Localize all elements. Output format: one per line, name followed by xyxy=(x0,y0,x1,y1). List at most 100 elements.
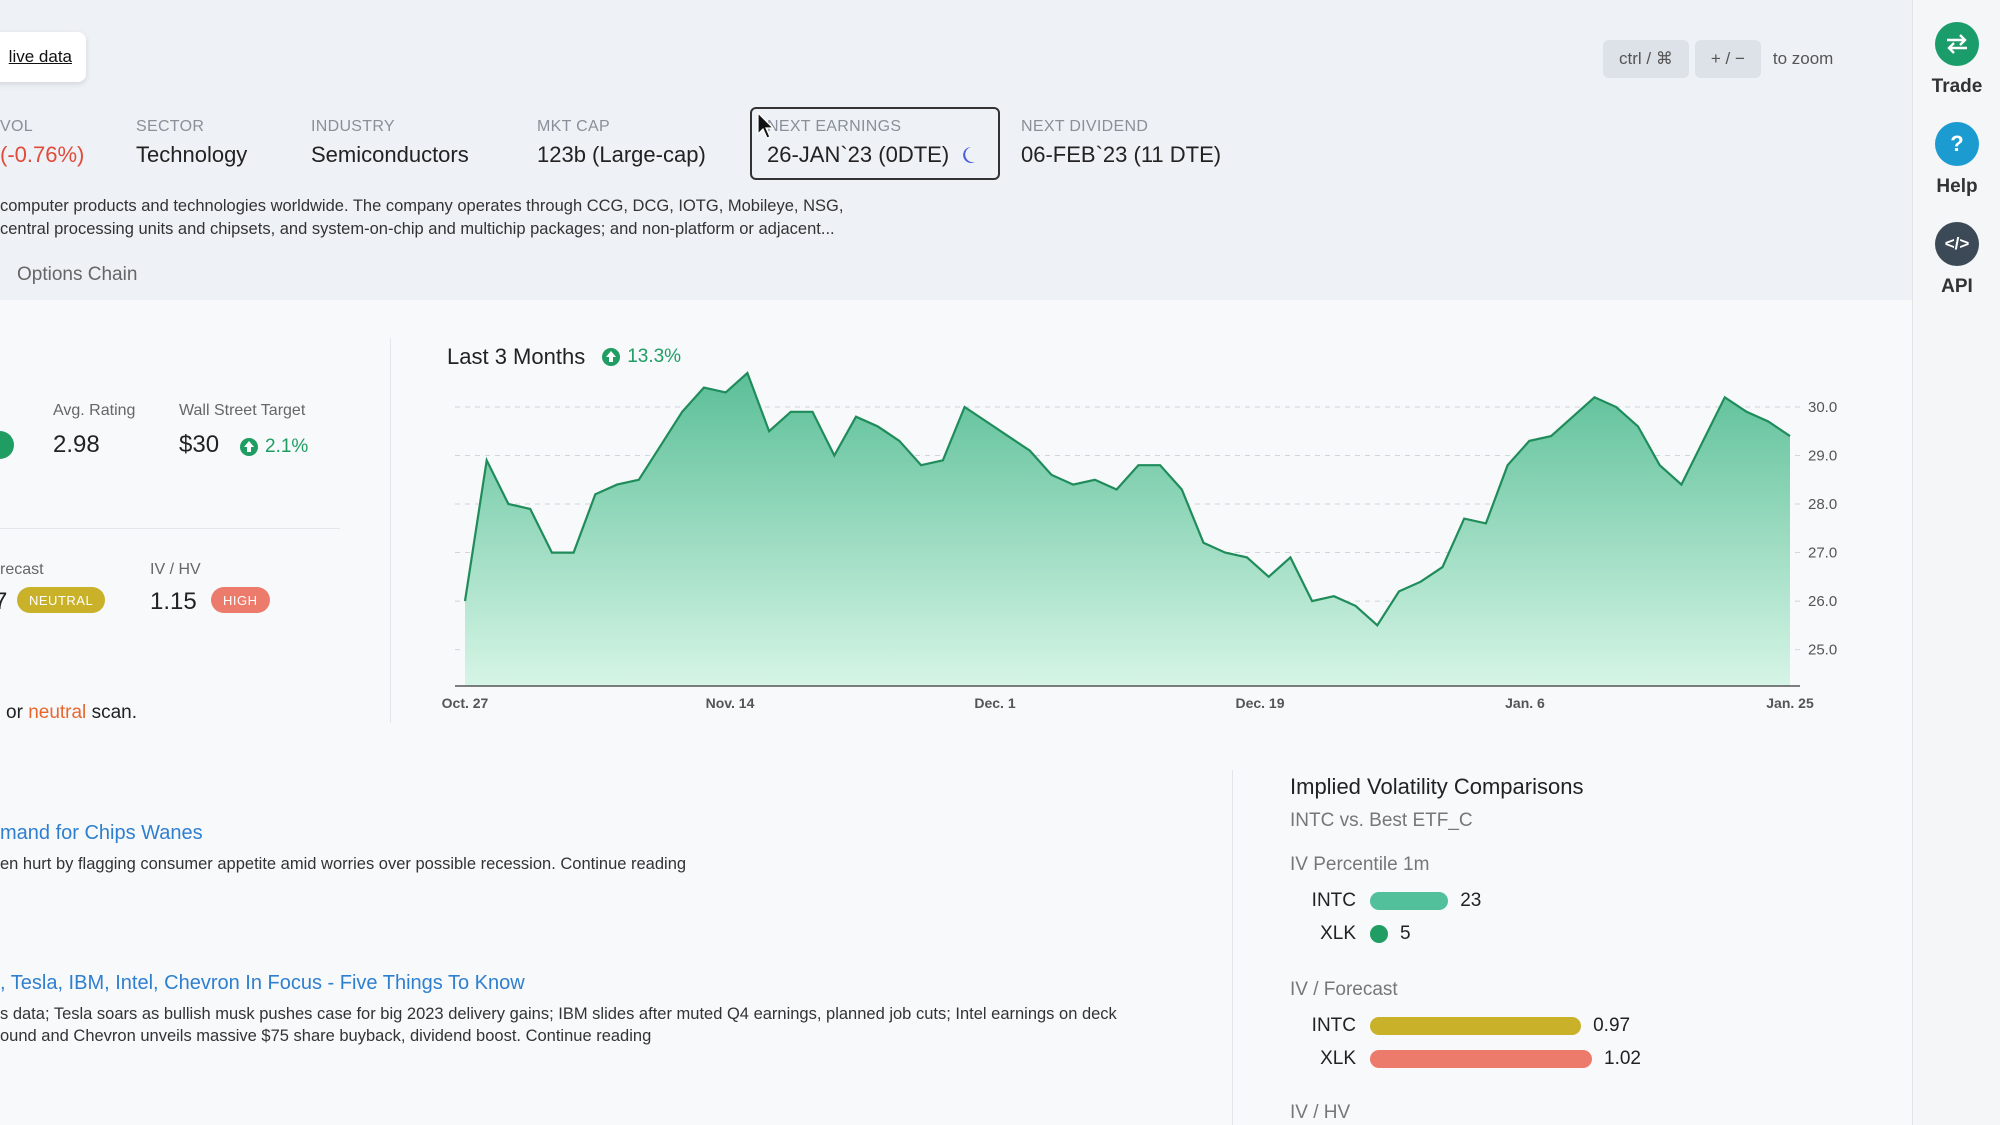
ctrl-key-hint: ctrl / ⌘ xyxy=(1603,40,1689,78)
code-icon: </> xyxy=(1935,222,1979,266)
next-earnings-box[interactable] xyxy=(750,107,1000,180)
zoom-hint-text: to zoom xyxy=(1772,49,1834,68)
chart-header: Last 3 Months 13.3% xyxy=(447,344,681,370)
avg-rating-label: Avg. Rating xyxy=(53,402,136,419)
right-sidebar: Trade ? Help </> API xyxy=(1912,0,2000,1125)
y-tick-label: 30.0 xyxy=(1808,399,1837,416)
iv-percentile-intc-bar xyxy=(1370,892,1449,910)
x-tick-label: Dec. 1 xyxy=(974,695,1015,711)
live-data-chip[interactable]: live data xyxy=(0,32,86,82)
help-button[interactable]: ? Help xyxy=(1913,122,2000,198)
iv-panel-divider xyxy=(1232,770,1233,1125)
stat-vol-label: VOL xyxy=(0,118,33,135)
price-area xyxy=(465,373,1790,686)
mouse-cursor-icon xyxy=(757,112,775,139)
plus-minus-key-hint: + / − xyxy=(1694,40,1761,78)
trade-label: Trade xyxy=(1931,76,1983,97)
iv-forecast-xlk-row: XLK 1.02 xyxy=(1290,1046,1641,1072)
stat-next-earnings[interactable]: NEXT EARNINGS 26-JAN`23 (0DTE) xyxy=(767,118,977,168)
ratings-divider xyxy=(0,528,340,529)
y-tick-label: 28.0 xyxy=(1808,496,1837,513)
forecast-value: 7 xyxy=(0,588,8,615)
stat-industry-value: Semiconductors xyxy=(311,142,469,167)
scan-sentence: or neutral scan. xyxy=(6,702,137,724)
iv-forecast-intc-value: 0.97 xyxy=(1593,1015,1631,1036)
x-tick-label: Dec. 19 xyxy=(1235,695,1284,711)
avg-rating-value: 2.98 xyxy=(53,431,100,458)
stat-sector-value: Technology xyxy=(136,142,248,167)
x-tick-label: Oct. 27 xyxy=(442,695,489,711)
target-change: 2.1% xyxy=(239,436,308,458)
chart-change: 13.3% xyxy=(627,346,682,367)
stat-next-earnings-row: 26-JAN`23 (0DTE) xyxy=(767,142,977,168)
panel-divider xyxy=(390,338,391,723)
iv-percentile-intc-ticker: INTC xyxy=(1311,890,1356,911)
company-description: computer products and technologies world… xyxy=(0,195,843,241)
help-label: Help xyxy=(1936,176,1978,197)
iv-forecast-label: IV / Forecast xyxy=(1290,979,1398,1000)
stat-industry-label: INDUSTRY xyxy=(311,118,395,135)
stat-industry: INDUSTRY Semiconductors xyxy=(311,118,469,168)
x-tick-label: Jan. 25 xyxy=(1766,695,1814,711)
stat-sector-label: SECTOR xyxy=(136,118,205,135)
chart-title: Last 3 Months xyxy=(447,344,586,369)
iv-hv-section-label: IV / HV xyxy=(1290,1102,1351,1123)
y-tick-label: 27.0 xyxy=(1808,545,1837,562)
iv-percentile-xlk-bar xyxy=(1370,925,1388,943)
stat-mkt-cap-label: MKT CAP xyxy=(537,118,610,135)
wall-street-target-label: Wall Street Target xyxy=(179,402,306,419)
y-tick-label: 29.0 xyxy=(1808,447,1837,464)
y-tick-label: 26.0 xyxy=(1808,593,1837,610)
iv-forecast-intc-ticker: INTC xyxy=(1311,1015,1356,1036)
news-body-2-line-2: ound and Chevron unveils massive $75 sha… xyxy=(0,1027,652,1045)
moon-icon xyxy=(963,147,976,163)
x-tick-label: Jan. 6 xyxy=(1505,695,1545,711)
target-change-value: 2.1% xyxy=(265,436,309,457)
news-title-1[interactable]: mand for Chips Wanes xyxy=(0,822,203,844)
price-line xyxy=(463,371,1791,627)
stat-next-dividend-label: NEXT DIVIDEND xyxy=(1021,118,1149,135)
scan-pre: or xyxy=(6,702,23,723)
iv-percentile-xlk-value: 5 xyxy=(1400,923,1411,944)
iv-forecast-xlk-bar xyxy=(1370,1050,1592,1068)
api-label: API xyxy=(1941,276,1973,297)
iv-percentile-label: IV Percentile 1m xyxy=(1290,854,1430,875)
description-line-1: computer products and technologies world… xyxy=(0,197,844,215)
iv-title: Implied Volatility Comparisons xyxy=(1290,774,1584,799)
scan-post: scan. xyxy=(91,702,137,723)
forecast-label: recast xyxy=(0,561,44,578)
news-body-1: en hurt by flagging consumer appetite am… xyxy=(0,855,687,873)
iv-forecast-intc-row: INTC 0.97 xyxy=(1290,1013,1630,1039)
help-icon: ? xyxy=(1935,122,1979,166)
zoom-hint: ctrl / ⌘ + / − to zoom xyxy=(1603,40,1833,78)
stat-vol: VOL (-0.76%) xyxy=(0,118,84,168)
y-tick-label: 25.0 xyxy=(1808,642,1837,659)
stat-next-earnings-value: 26-JAN`23 (0DTE) xyxy=(767,142,950,167)
tab-options-chain[interactable]: Options Chain xyxy=(17,264,138,285)
stat-mkt-cap: MKT CAP 123b (Large-cap) xyxy=(537,118,706,168)
iv-subtitle: INTC vs. Best ETF_C xyxy=(1290,810,1473,831)
iv-percentile-xlk-row: XLK 5 xyxy=(1290,921,1411,947)
stat-next-dividend-value: 06-FEB`23 (11 DTE) xyxy=(1021,142,1222,167)
iv-forecast-intc-bar xyxy=(1370,1017,1582,1035)
x-tick-label: Nov. 14 xyxy=(706,695,755,711)
rating-dot-icon xyxy=(0,431,14,459)
live-data-link[interactable]: live data xyxy=(8,47,72,66)
news-title-2[interactable]: , Tesla, IBM, Intel, Chevron In Focus - … xyxy=(0,972,525,994)
iv-percentile-intc-value: 23 xyxy=(1460,890,1482,911)
iv-percentile-xlk-ticker: XLK xyxy=(1320,923,1356,944)
price-chart[interactable]: 30.0 29.0 28.0 27.0 26.0 25.0 Oct. 27 Nov. 14 D… xyxy=(0,0,1912,740)
trade-button[interactable]: Trade xyxy=(1913,22,2000,98)
header-band xyxy=(0,0,1912,300)
neutral-scan-link[interactable]: neutral xyxy=(28,702,87,723)
stat-next-earnings-label: NEXT EARNINGS xyxy=(767,118,902,135)
iv-forecast-xlk-ticker: XLK xyxy=(1320,1048,1356,1069)
high-badge: HIGH xyxy=(211,587,270,613)
stat-vol-value: (-0.76%) xyxy=(0,142,85,167)
iv-forecast-xlk-value: 1.02 xyxy=(1604,1048,1641,1069)
up-arrow-circle-icon xyxy=(240,438,258,456)
chart-up-arrow-icon xyxy=(602,348,621,366)
iv-hv-value: 1.15 xyxy=(150,588,197,615)
api-button[interactable]: </> API xyxy=(1913,222,2000,298)
iv-hv-label: IV / HV xyxy=(150,561,201,578)
